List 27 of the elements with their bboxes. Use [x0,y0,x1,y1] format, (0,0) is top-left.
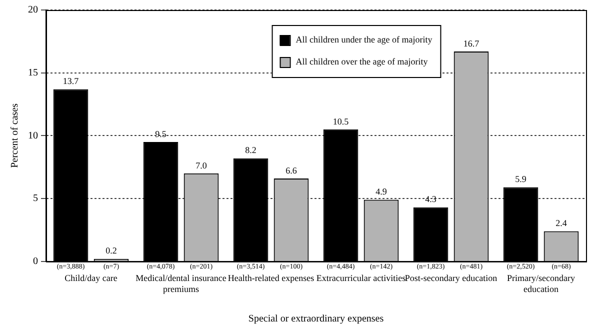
data-label: 6.6 [286,165,298,176]
data-label: 2.4 [556,218,568,228]
y-axis-title: Percent of cases [10,103,21,168]
data-label: 5.9 [515,174,527,184]
x-tick-label: Post-secondary education [404,273,498,284]
data-label: 4.3 [425,194,437,204]
legend-label: All children under the age of majority [296,34,433,44]
data-label: 9.5 [155,128,167,139]
data-label: 8.2 [245,145,256,156]
x-axis-title: Special or extraordinary expenses [248,314,384,325]
legend-label: All children over the age of majority [296,56,428,66]
x-tick-label: Child/day care [64,273,118,284]
x-tick-label: Extracurricular activities [316,273,406,284]
data-label: 10.5 [332,116,350,126]
data-label: 4.9 [376,186,388,197]
x-tick-label: Medical/dental insurance premiums [136,273,226,294]
x-tick-label: Health-related expenses [228,273,315,284]
y-tick-label: 5 [33,193,38,204]
data-label: 0.2 [106,246,117,256]
y-tick-label: 20 [28,4,38,16]
y-tick-label: 15 [28,67,38,78]
y-tick-label: 10 [28,130,38,142]
y-tick-label: 0 [33,256,38,268]
data-label: 16.7 [463,38,480,48]
x-tick-label: Primary/secondary education [507,273,576,294]
data-label: 7.0 [196,160,208,170]
data-label: 13.7 [62,76,80,86]
